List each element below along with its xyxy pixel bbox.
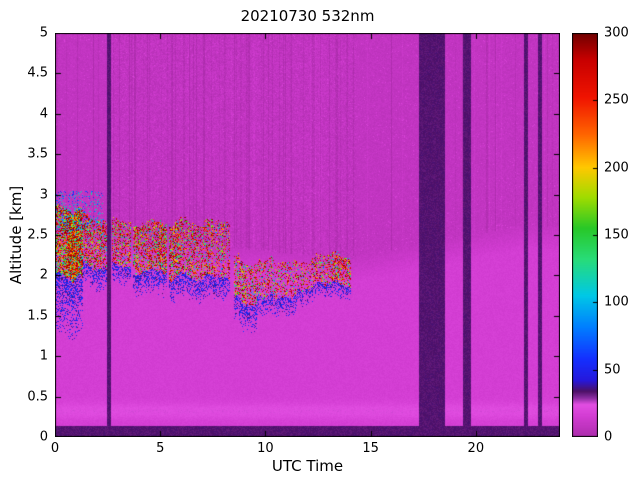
colorbar-canvas xyxy=(572,33,598,437)
colorbar-tick-label: 300 xyxy=(604,25,629,41)
y-tick-label: 5 xyxy=(39,25,48,41)
colorbar-tick-label: 150 xyxy=(604,227,629,243)
colorbar-tick-label: 250 xyxy=(604,92,629,108)
colorbar-tick-label: 50 xyxy=(604,362,621,378)
colorbar-tick-label: 100 xyxy=(604,294,629,310)
y-tick-label: 1.5 xyxy=(27,308,48,324)
x-tick-label: 5 xyxy=(156,441,165,456)
chart-title: 20210730 532nm xyxy=(240,7,375,25)
x-tick-label: 20 xyxy=(467,441,485,456)
y-tick-label: 0 xyxy=(39,429,48,445)
y-tick-label: 2 xyxy=(39,267,48,283)
x-tick-label: 15 xyxy=(362,441,379,456)
colorbar-tick-label: 200 xyxy=(604,160,629,176)
y-tick-label: 3.5 xyxy=(27,146,48,162)
x-tick-label: 10 xyxy=(257,441,274,456)
y-tick-label: 1 xyxy=(39,348,48,364)
heatmap-canvas xyxy=(55,33,560,437)
x-axis-label: UTC Time xyxy=(271,457,344,475)
y-tick-label: 3 xyxy=(39,187,48,203)
x-tick-label: 0 xyxy=(50,441,60,456)
y-tick-label: 2.5 xyxy=(27,227,48,243)
y-tick-label: 4 xyxy=(39,106,48,122)
y-tick-label: 0.5 xyxy=(27,389,48,405)
colorbar-tick-label: 0 xyxy=(604,429,613,445)
y-tick-label: 4.5 xyxy=(27,65,48,81)
